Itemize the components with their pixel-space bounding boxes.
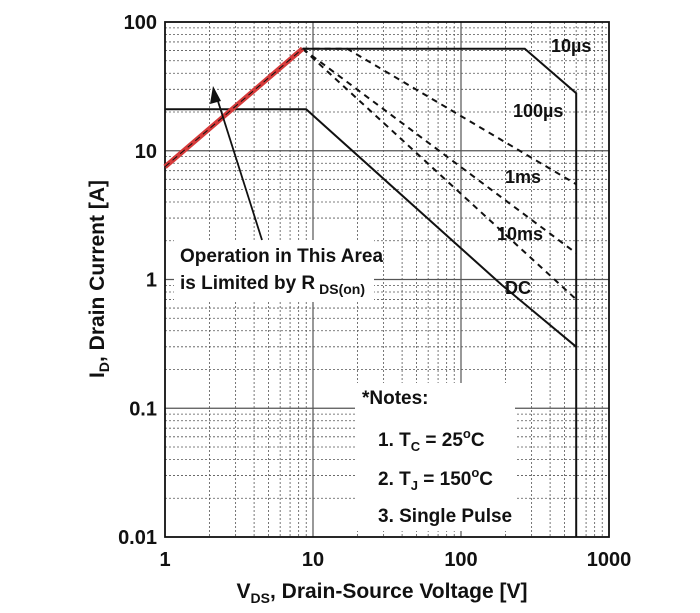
notes-title: *Notes:: [362, 388, 429, 409]
series-r-ds-on-limit-overlay: [164, 48, 303, 168]
y-tick-label: 100: [124, 12, 157, 34]
x-axis-label-main: V: [237, 580, 251, 603]
y-tick-label: 10: [135, 141, 157, 163]
note-2-sub: J: [411, 478, 418, 493]
y-tick-label: 1: [146, 270, 157, 292]
note-2-end: C: [479, 469, 493, 490]
x-tick-label: 1: [159, 549, 170, 571]
note-3: 3. Single Pulse: [378, 506, 512, 527]
label-1ms: 1ms: [505, 167, 541, 187]
note-2-main: 2. T: [378, 469, 411, 490]
note-1-sup: o: [463, 426, 471, 441]
series-100-s-line: [302, 47, 577, 186]
rds-annotation-bg: [174, 240, 374, 302]
note-1-end: C: [471, 430, 485, 451]
x-tick-label: 1000: [587, 549, 632, 571]
note-1-mid: = 25: [420, 430, 463, 451]
x-tick-labels: 1 10 100 1000: [159, 549, 631, 571]
rds-annotation-arrow: [215, 94, 263, 241]
series-10-s-line: [302, 47, 578, 537]
x-axis-label-rest: , Drain-Source Voltage [V]: [270, 580, 528, 603]
x-tick-label: 10: [302, 549, 324, 571]
y-axis-label-main: I: [86, 372, 109, 378]
y-axis-label: ID, Drain Current [A]: [86, 180, 112, 378]
note-1-main: 1. T: [378, 430, 411, 451]
label-10us: 10µs: [551, 36, 591, 56]
y-tick-labels: 0.01 0.1 1 10 100: [118, 12, 157, 549]
rds-annotation-arrowhead: [210, 86, 221, 104]
label-10ms: 10ms: [497, 224, 543, 244]
note-2: 2. TJ = 150oC: [378, 465, 493, 493]
plot-frame: [164, 21, 610, 538]
note-1-sub: C: [411, 439, 421, 454]
note-1: 1. TC = 25oC: [378, 426, 485, 454]
x-axis-label-sub: DS: [251, 590, 270, 606]
x-axis-label: VDS, Drain-Source Voltage [V]: [237, 580, 528, 606]
series-dc-line: [165, 108, 503, 287]
y-axis-label-sub: D: [96, 362, 112, 372]
y-tick-label: 0.1: [129, 398, 157, 420]
notes-bg: [355, 383, 515, 531]
curves: [163, 46, 578, 537]
y-tick-label: 0.01: [118, 527, 157, 549]
label-100us: 100µs: [513, 101, 563, 121]
rds-annotation-line2: is Limited by R DS(on): [180, 273, 365, 297]
label-dc: DC: [505, 278, 531, 298]
series-10ms-line: [301, 47, 577, 301]
rds-annotation-line2-main: is Limited by R: [180, 273, 315, 294]
series-1ms-line: [302, 47, 577, 255]
rds-annotation-line2-sub: DS(on): [319, 281, 365, 297]
note-2-mid: = 150: [418, 469, 471, 490]
y-axis-label-rest: , Drain Current [A]: [86, 180, 109, 362]
note-2-sup: o: [471, 465, 479, 480]
rds-annotation-line1: Operation in This Area: [180, 246, 383, 267]
series-dc-tail-line: [501, 284, 577, 348]
x-tick-label: 100: [444, 549, 477, 571]
